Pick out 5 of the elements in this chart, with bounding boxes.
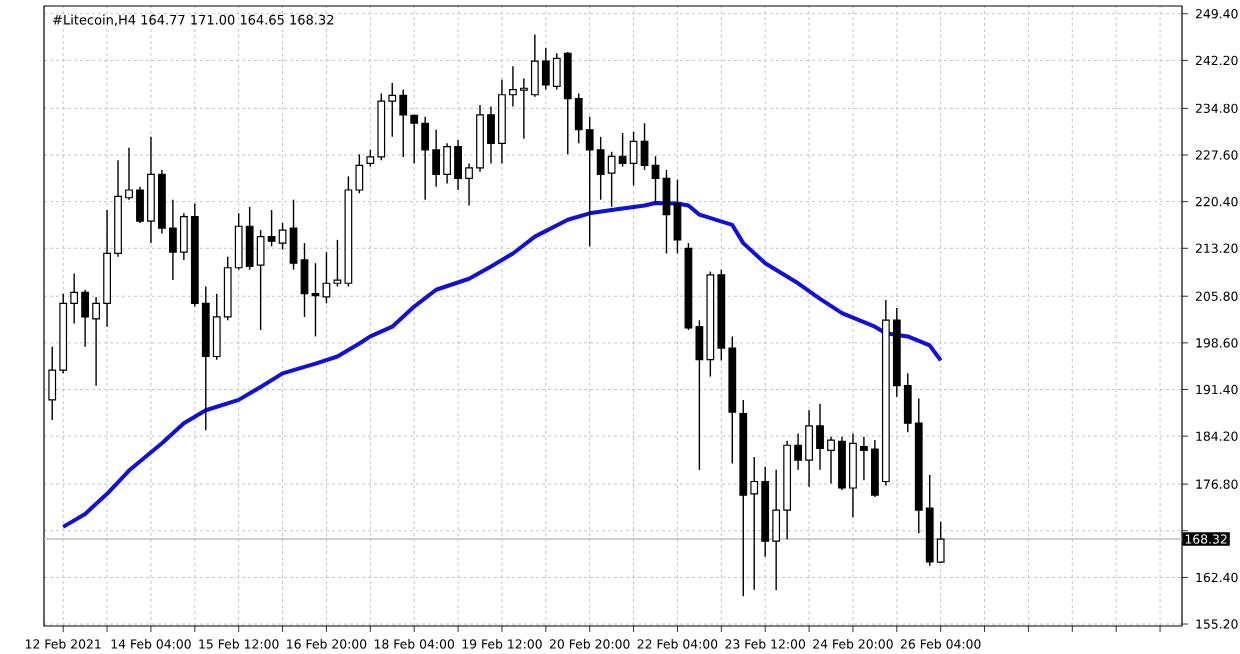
candlestick [311, 262, 320, 338]
candlestick [300, 242, 309, 318]
candlestick [673, 178, 682, 255]
candlestick [651, 155, 660, 204]
line-series [61, 200, 943, 529]
